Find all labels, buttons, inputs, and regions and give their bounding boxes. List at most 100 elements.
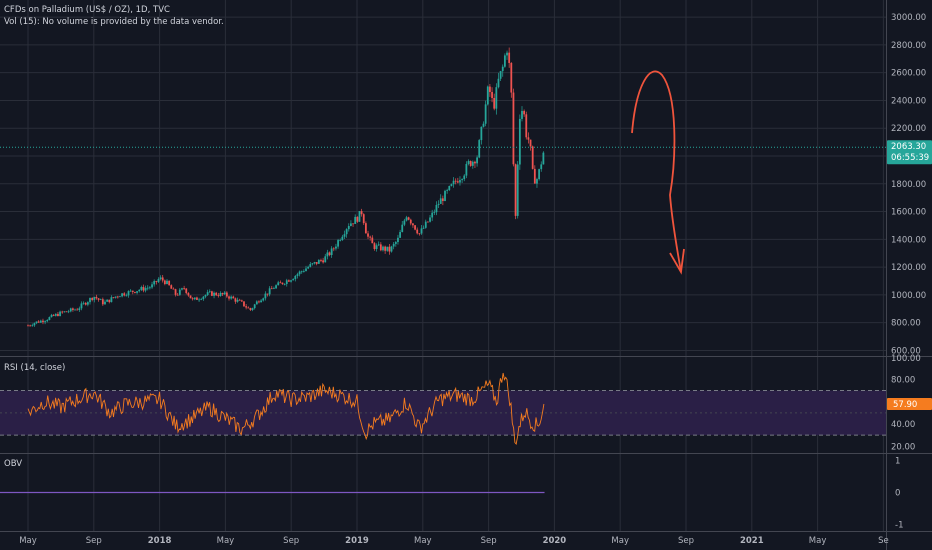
candle-body — [482, 123, 485, 127]
candle-body — [114, 296, 117, 298]
candle-body — [245, 306, 248, 308]
candle-body — [211, 291, 213, 296]
candle-body — [401, 224, 404, 232]
time-axis-tick-label: Sep — [86, 536, 102, 546]
candle-body — [108, 299, 111, 303]
candle-body — [283, 283, 286, 285]
candle-body — [486, 86, 489, 105]
candle-body — [61, 311, 64, 313]
candle-body — [456, 181, 459, 183]
forecast-arrow-head[interactable] — [669, 248, 685, 275]
symbol-legend[interactable]: CFDs on Palladium (US$ / OZ), 1D, TVC — [4, 5, 170, 15]
price-axis-tick-label: 1400.00 — [891, 235, 926, 245]
candle-body — [328, 252, 331, 256]
candle-body — [33, 323, 36, 326]
candle-body — [382, 246, 384, 251]
candle-body — [260, 300, 262, 303]
candle-body — [178, 289, 181, 295]
candle-body — [193, 297, 196, 300]
obv-legend[interactable]: OBV — [4, 459, 23, 469]
rsi-line — [27, 372, 545, 445]
candle-body — [521, 110, 523, 119]
candle-body — [206, 292, 209, 295]
candle-body — [249, 308, 252, 310]
candle-body — [412, 223, 414, 226]
candle-body — [416, 229, 419, 234]
last-price-badge — [887, 140, 932, 165]
candle-body — [138, 289, 141, 292]
rsi-legend[interactable]: RSI (14, close) — [4, 363, 66, 373]
price-axis-tick-label: 2800.00 — [891, 41, 926, 51]
candle-body — [159, 277, 162, 280]
candle-body — [313, 262, 316, 264]
candle-body — [196, 297, 198, 300]
candle-body — [459, 180, 461, 183]
price-axis-tick-label: 1200.00 — [891, 263, 926, 273]
time-axis-tick-label: Sep — [678, 536, 694, 546]
candle-body — [463, 175, 466, 180]
candle-body — [454, 180, 457, 182]
forecast-drawing[interactable] — [631, 70, 685, 275]
candle-body — [155, 281, 158, 282]
time-axis[interactable]: May Sep 2018 May Sep 2019 May Sep 2020 May Sep 2021… — [19, 536, 889, 546]
candle-body — [65, 311, 68, 313]
candle-body — [497, 78, 500, 88]
candle-body — [134, 291, 136, 293]
candle-body — [74, 309, 76, 311]
candle-body — [533, 168, 536, 184]
time-axis-tick-label: May — [19, 536, 37, 546]
candle-body — [97, 298, 100, 300]
candle-body — [367, 233, 369, 237]
candle-body — [405, 217, 408, 221]
price-axis-tick-label: 1800.00 — [891, 180, 926, 190]
time-axis-tick-label: Sep — [283, 536, 299, 546]
rsi-value-badge — [887, 397, 932, 410]
candle-body — [82, 302, 85, 304]
candle-body — [258, 301, 260, 303]
candle-body — [407, 217, 410, 220]
candle-body — [129, 290, 132, 292]
candle-body — [266, 293, 269, 295]
candle-body — [444, 190, 446, 201]
candle-body — [264, 293, 267, 299]
candle-body — [506, 52, 508, 56]
candle-body — [501, 66, 504, 72]
candle-body — [255, 301, 258, 305]
candle-body — [358, 211, 361, 222]
candle-body — [298, 271, 301, 275]
candle-body — [484, 104, 487, 124]
candle-body — [247, 307, 250, 309]
candle-body — [508, 52, 511, 63]
volume-legend[interactable]: Vol (15): No volume is provided by the d… — [4, 17, 224, 27]
price-axis-tick-label: 600.00 — [891, 346, 921, 356]
time-axis-tick-label: Se — [878, 536, 889, 546]
grid-lines — [0, 0, 886, 531]
candle-body — [360, 211, 363, 215]
price-axis-tick-label: 2200.00 — [891, 124, 926, 134]
candle-body — [386, 246, 389, 251]
price-candles[interactable] — [0, 47, 886, 327]
candle-body — [204, 294, 207, 297]
candle-body — [439, 198, 442, 204]
candle-body — [542, 152, 545, 165]
forecast-arrow-curve[interactable] — [631, 70, 682, 273]
candle-body — [371, 237, 374, 244]
candle-body — [146, 287, 149, 289]
candle-body — [48, 317, 51, 320]
candle-body — [465, 163, 468, 176]
candle-body — [388, 246, 391, 252]
candle-body — [127, 291, 130, 296]
candle-body — [234, 298, 237, 302]
candle-body — [123, 293, 126, 296]
rsi-value-text: 57.90 — [893, 400, 917, 410]
candle-body — [399, 231, 401, 238]
candle-body — [529, 139, 532, 147]
time-axis-tick-label: 2020 — [543, 536, 567, 546]
candle-body — [471, 161, 474, 166]
candle-body — [403, 220, 406, 225]
candle-body — [219, 293, 222, 297]
candle-body — [302, 271, 305, 272]
